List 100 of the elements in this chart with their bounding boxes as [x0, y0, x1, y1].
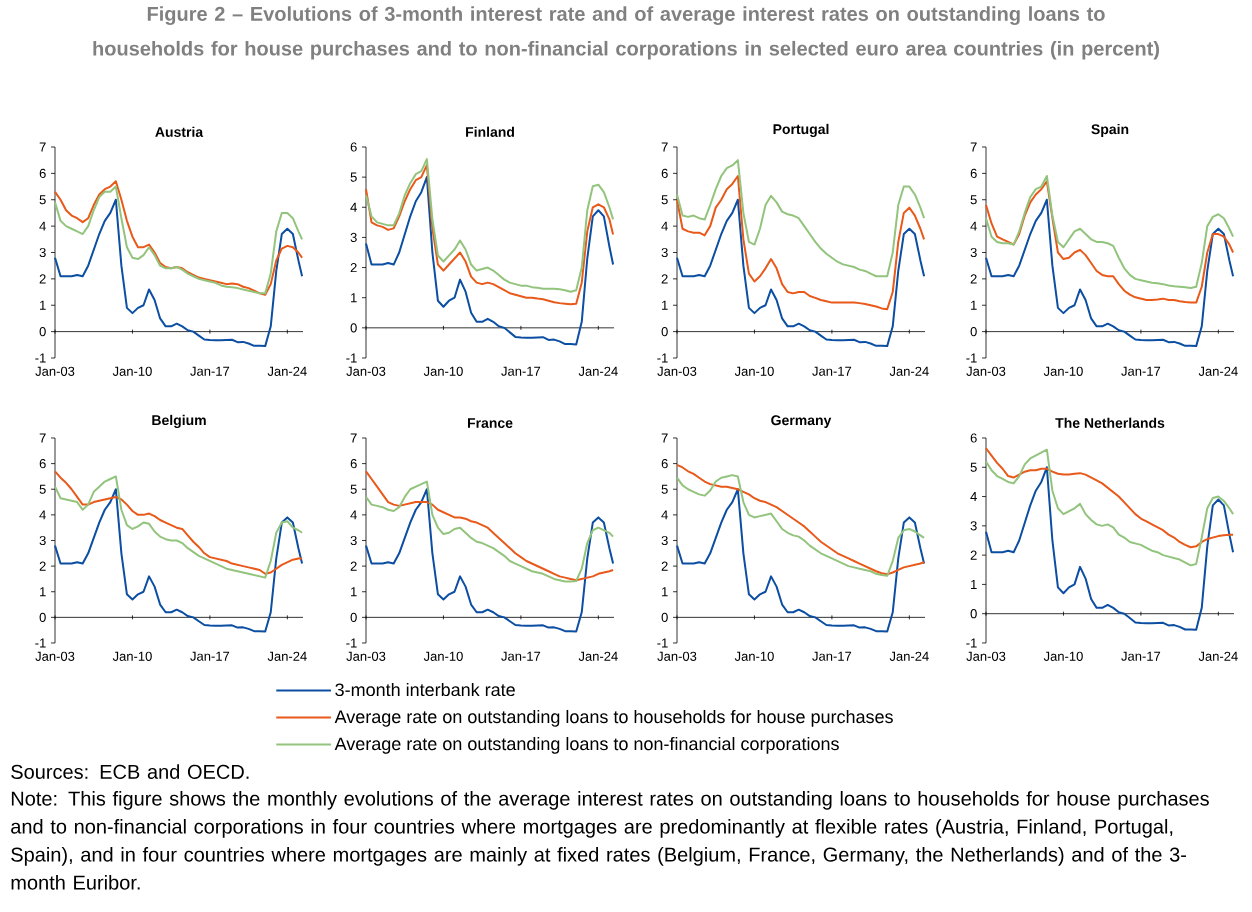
- y-tick-label: 1: [971, 300, 977, 310]
- y-tick-label: -1: [657, 638, 668, 648]
- y-tick-label: 1: [40, 587, 46, 597]
- x-tick-label: Jan-03: [657, 651, 697, 661]
- y-tick-label: -1: [657, 353, 668, 363]
- x-tick-label: Jan-24: [267, 651, 307, 661]
- x-tick-label: Jan-03: [35, 651, 75, 661]
- y-tick-label: 6: [39, 459, 46, 469]
- y-tick-label: 4: [661, 221, 668, 231]
- y-tick-label: 6: [661, 168, 668, 178]
- y-tick-label: 3: [661, 247, 668, 258]
- y-tick-label: 3: [350, 535, 357, 546]
- y-tick-label: 0: [350, 612, 357, 622]
- y-tick-label: 6: [970, 168, 977, 178]
- y-tick-label: -1: [966, 638, 977, 648]
- y-tick-label: -1: [346, 638, 357, 648]
- x-tick-label: Jan-17: [1121, 651, 1161, 661]
- y-tick-label: 4: [350, 202, 357, 212]
- y-tick-label: 0: [39, 327, 46, 337]
- source-note: Sources: ECB and OECD.: [11, 764, 249, 779]
- y-tick-label: 3: [970, 247, 977, 258]
- chart-title: Austria: [155, 126, 204, 137]
- y-tick-label: 6: [350, 142, 357, 152]
- y-tick-label: 2: [970, 550, 977, 560]
- x-tick-label: Jan-10: [1043, 366, 1083, 376]
- y-tick-label: 4: [39, 510, 46, 520]
- y-tick-label: 5: [661, 195, 668, 205]
- x-tick-label: Jan-24: [1198, 366, 1238, 376]
- x-tick-label: Jan-03: [346, 651, 386, 661]
- y-tick-label: -1: [346, 353, 357, 363]
- x-tick-label: Jan-17: [812, 366, 852, 376]
- y-tick-label: 5: [970, 195, 977, 205]
- y-tick-label: 5: [350, 172, 357, 182]
- x-tick-label: Jan-17: [501, 366, 541, 376]
- y-tick-label: 5: [970, 462, 977, 472]
- x-tick-label: Jan-24: [578, 651, 618, 661]
- y-tick-label: 5: [661, 484, 668, 494]
- y-tick-label: 7: [970, 142, 977, 152]
- x-tick-label: Jan-03: [966, 366, 1006, 376]
- y-tick-label: 2: [661, 561, 668, 571]
- y-tick-label: 7: [39, 433, 46, 443]
- y-tick-label: 2: [350, 263, 357, 273]
- x-tick-label: Jan-10: [423, 366, 463, 376]
- y-tick-label: 6: [970, 433, 977, 443]
- y-tick-label: 6: [39, 168, 46, 178]
- caption: Figure 2 – Evolutions of 3-month interest rate and of average interest rates on outstanding loans to households for house purchases and to non-financial corporations in selected euro area countries (in percent): [93, 6, 1159, 60]
- y-tick-label: 4: [970, 221, 977, 231]
- x-tick-label: Jan-10: [423, 651, 463, 661]
- y-tick-label: 0: [970, 327, 977, 337]
- y-tick-label: 6: [661, 459, 668, 469]
- x-tick-label: Jan-24: [1198, 651, 1238, 661]
- y-tick-label: 2: [39, 561, 46, 571]
- x-tick-label: Jan-17: [812, 651, 852, 661]
- chart-title: Portugal: [773, 123, 829, 137]
- chart-title: The Netherlands: [1055, 417, 1165, 428]
- x-tick-label: Jan-10: [112, 366, 152, 376]
- y-tick-label: 1: [351, 587, 357, 597]
- x-tick-label: Jan-24: [889, 366, 929, 376]
- y-tick-label: 5: [350, 484, 357, 494]
- chart-title: Finland: [466, 126, 514, 137]
- y-tick-label: 4: [39, 221, 46, 231]
- x-tick-label: Jan-24: [267, 366, 307, 376]
- y-tick-label: -1: [966, 353, 977, 363]
- y-tick-label: 3: [39, 535, 46, 546]
- x-tick-label: Jan-10: [1043, 651, 1083, 661]
- y-tick-label: 0: [39, 612, 46, 622]
- x-tick-label: Jan-17: [501, 651, 541, 661]
- chart-title: Germany: [771, 415, 832, 428]
- text: Note: This figure shows the monthly evolutions of the average interest rates on outstanding loans to households for house purchases and to non-financial corporations in four countries where mortgages are predominantly at flexible rates (Austria, Finland, Portugal, Spain), and in four countries where mortgages are mainly at fixed rates (Belgium, France, Germany, the Netherlands) and of the 3-month Euribor.: [11, 791, 1209, 890]
- y-tick-label: 4: [350, 510, 357, 520]
- y-tick-label: 7: [661, 142, 668, 152]
- y-tick-label: 2: [661, 274, 668, 284]
- x-tick-label: Jan-10: [734, 366, 774, 376]
- legend-label: 3-month interbank rate: [335, 682, 515, 697]
- y-tick-label: 0: [970, 609, 977, 619]
- x-tick-label: Jan-24: [578, 366, 618, 376]
- y-tick-label: 0: [661, 612, 668, 622]
- x-tick-label: Jan-10: [112, 651, 152, 661]
- y-tick-label: 5: [39, 484, 46, 494]
- chart-title: France: [467, 418, 513, 428]
- y-tick-label: 3: [39, 247, 46, 258]
- x-tick-label: Jan-17: [190, 651, 230, 661]
- y-tick-label: 7: [350, 433, 357, 443]
- y-tick-label: 0: [661, 327, 668, 337]
- y-tick-label: 0: [350, 323, 357, 333]
- y-tick-label: 7: [661, 433, 668, 443]
- y-tick-label: 7: [39, 142, 46, 152]
- y-tick-label: 2: [39, 274, 46, 284]
- y-tick-label: 3: [970, 521, 977, 531]
- x-tick-label: Jan-03: [35, 366, 75, 376]
- y-tick-label: 1: [40, 300, 46, 310]
- y-tick-label: 1: [971, 579, 977, 589]
- y-tick-label: 4: [661, 510, 668, 520]
- y-tick-label: 1: [351, 293, 357, 303]
- x-tick-label: Jan-17: [190, 366, 230, 376]
- x-tick-label: Jan-03: [346, 366, 386, 376]
- y-tick-label: 1: [662, 587, 668, 597]
- x-tick-label: Jan-03: [657, 366, 697, 376]
- chart-title: Belgium: [152, 414, 206, 428]
- y-tick-label: -1: [35, 638, 46, 648]
